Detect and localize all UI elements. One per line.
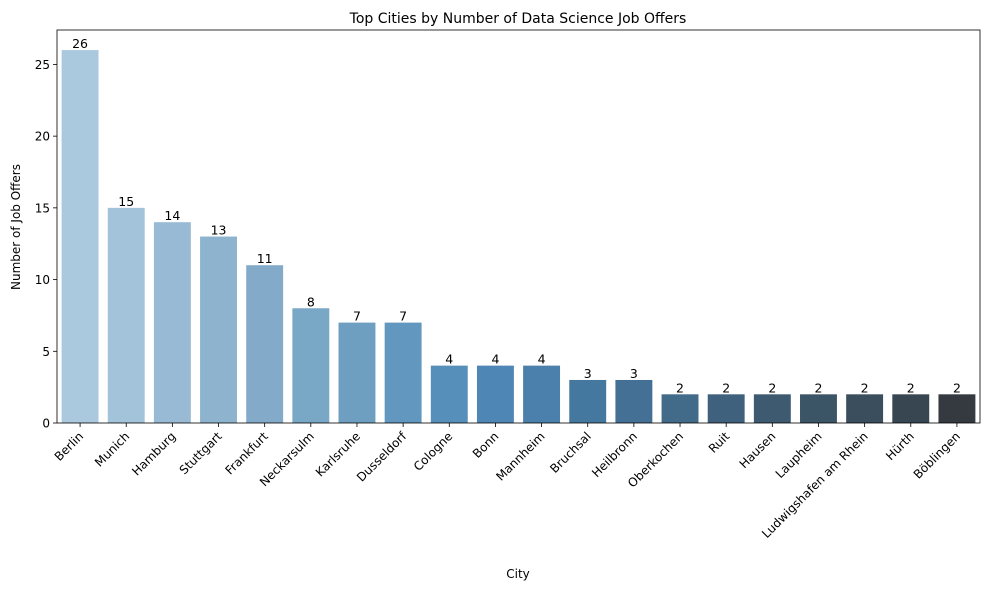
y-tick-label: 15 bbox=[35, 201, 50, 215]
data-label: 2 bbox=[722, 380, 730, 395]
x-tick-label: Ruit bbox=[706, 429, 733, 456]
x-axis-label: City bbox=[506, 567, 530, 581]
bar-laupheim bbox=[800, 394, 837, 423]
data-label: 4 bbox=[445, 352, 453, 367]
bar-hamburg bbox=[153, 222, 191, 423]
x-tick-label: Berlin bbox=[52, 429, 87, 464]
y-tick-label: 25 bbox=[35, 58, 50, 72]
data-label: 2 bbox=[768, 380, 776, 395]
data-label: 15 bbox=[118, 194, 134, 209]
data-label: 14 bbox=[164, 208, 180, 223]
x-tick-label: Munich bbox=[92, 429, 132, 469]
data-label: 4 bbox=[491, 352, 499, 367]
x-tick-label: Bruchsal bbox=[547, 429, 594, 476]
bar-ludwigshafen-am-rhein bbox=[846, 394, 884, 423]
data-label: 7 bbox=[399, 309, 407, 324]
bar-munich bbox=[107, 207, 145, 423]
x-tick-label: Mannheim bbox=[493, 429, 547, 483]
bar-hürth bbox=[892, 394, 930, 423]
y-tick-label: 5 bbox=[42, 345, 50, 359]
data-label: 11 bbox=[257, 251, 273, 266]
bar-karlsruhe bbox=[338, 322, 376, 423]
bar-oberkochen bbox=[661, 394, 699, 423]
x-tick-label: Stuttgart bbox=[177, 429, 225, 477]
bar-berlin bbox=[61, 50, 99, 423]
y-tick-label: 20 bbox=[35, 130, 50, 144]
x-tick-label: Hamburg bbox=[129, 429, 178, 478]
bar-bonn bbox=[476, 365, 514, 423]
x-tick-label: Bonn bbox=[470, 429, 502, 461]
plot-frame bbox=[56, 29, 981, 424]
y-tick-label: 10 bbox=[35, 273, 50, 287]
bar-mannheim bbox=[523, 365, 561, 423]
bar-neckarsulm bbox=[292, 308, 330, 423]
x-tick-label: Dusseldorf bbox=[354, 429, 410, 485]
x-tick-label: Frankfurt bbox=[222, 429, 271, 478]
data-label: 3 bbox=[630, 366, 638, 381]
data-label: 2 bbox=[814, 380, 822, 395]
x-tick-label: Hausen bbox=[737, 429, 779, 471]
data-label: 2 bbox=[861, 380, 869, 395]
bar-dusseldorf bbox=[384, 322, 422, 423]
x-tick-label: Cologne bbox=[411, 429, 456, 474]
x-tick-label: Böblingen bbox=[911, 429, 963, 481]
data-label: 13 bbox=[211, 223, 227, 238]
data-label: 2 bbox=[676, 380, 684, 395]
data-label: 8 bbox=[307, 294, 315, 309]
bar-bruchsal bbox=[569, 379, 607, 423]
data-label: 2 bbox=[953, 380, 961, 395]
x-tick-label: Hürth bbox=[883, 429, 917, 463]
bar-hausen bbox=[753, 394, 791, 423]
data-label: 4 bbox=[538, 352, 546, 367]
y-axis-label: Number of Job Offers bbox=[9, 164, 23, 290]
data-label: 7 bbox=[353, 309, 361, 324]
data-label: 3 bbox=[584, 366, 592, 381]
bar-ruit bbox=[707, 394, 745, 423]
data-label: 26 bbox=[72, 36, 88, 51]
y-tick-label: 0 bbox=[42, 417, 50, 431]
chart-title: Top Cities by Number of Data Science Job… bbox=[349, 11, 687, 27]
bar-heilbronn bbox=[615, 379, 653, 423]
bar-böblingen bbox=[938, 394, 976, 423]
bar-stuttgart bbox=[200, 236, 237, 423]
bar-cologne bbox=[430, 365, 468, 423]
data-label: 2 bbox=[907, 380, 915, 395]
bar-frankfurt bbox=[246, 265, 284, 423]
